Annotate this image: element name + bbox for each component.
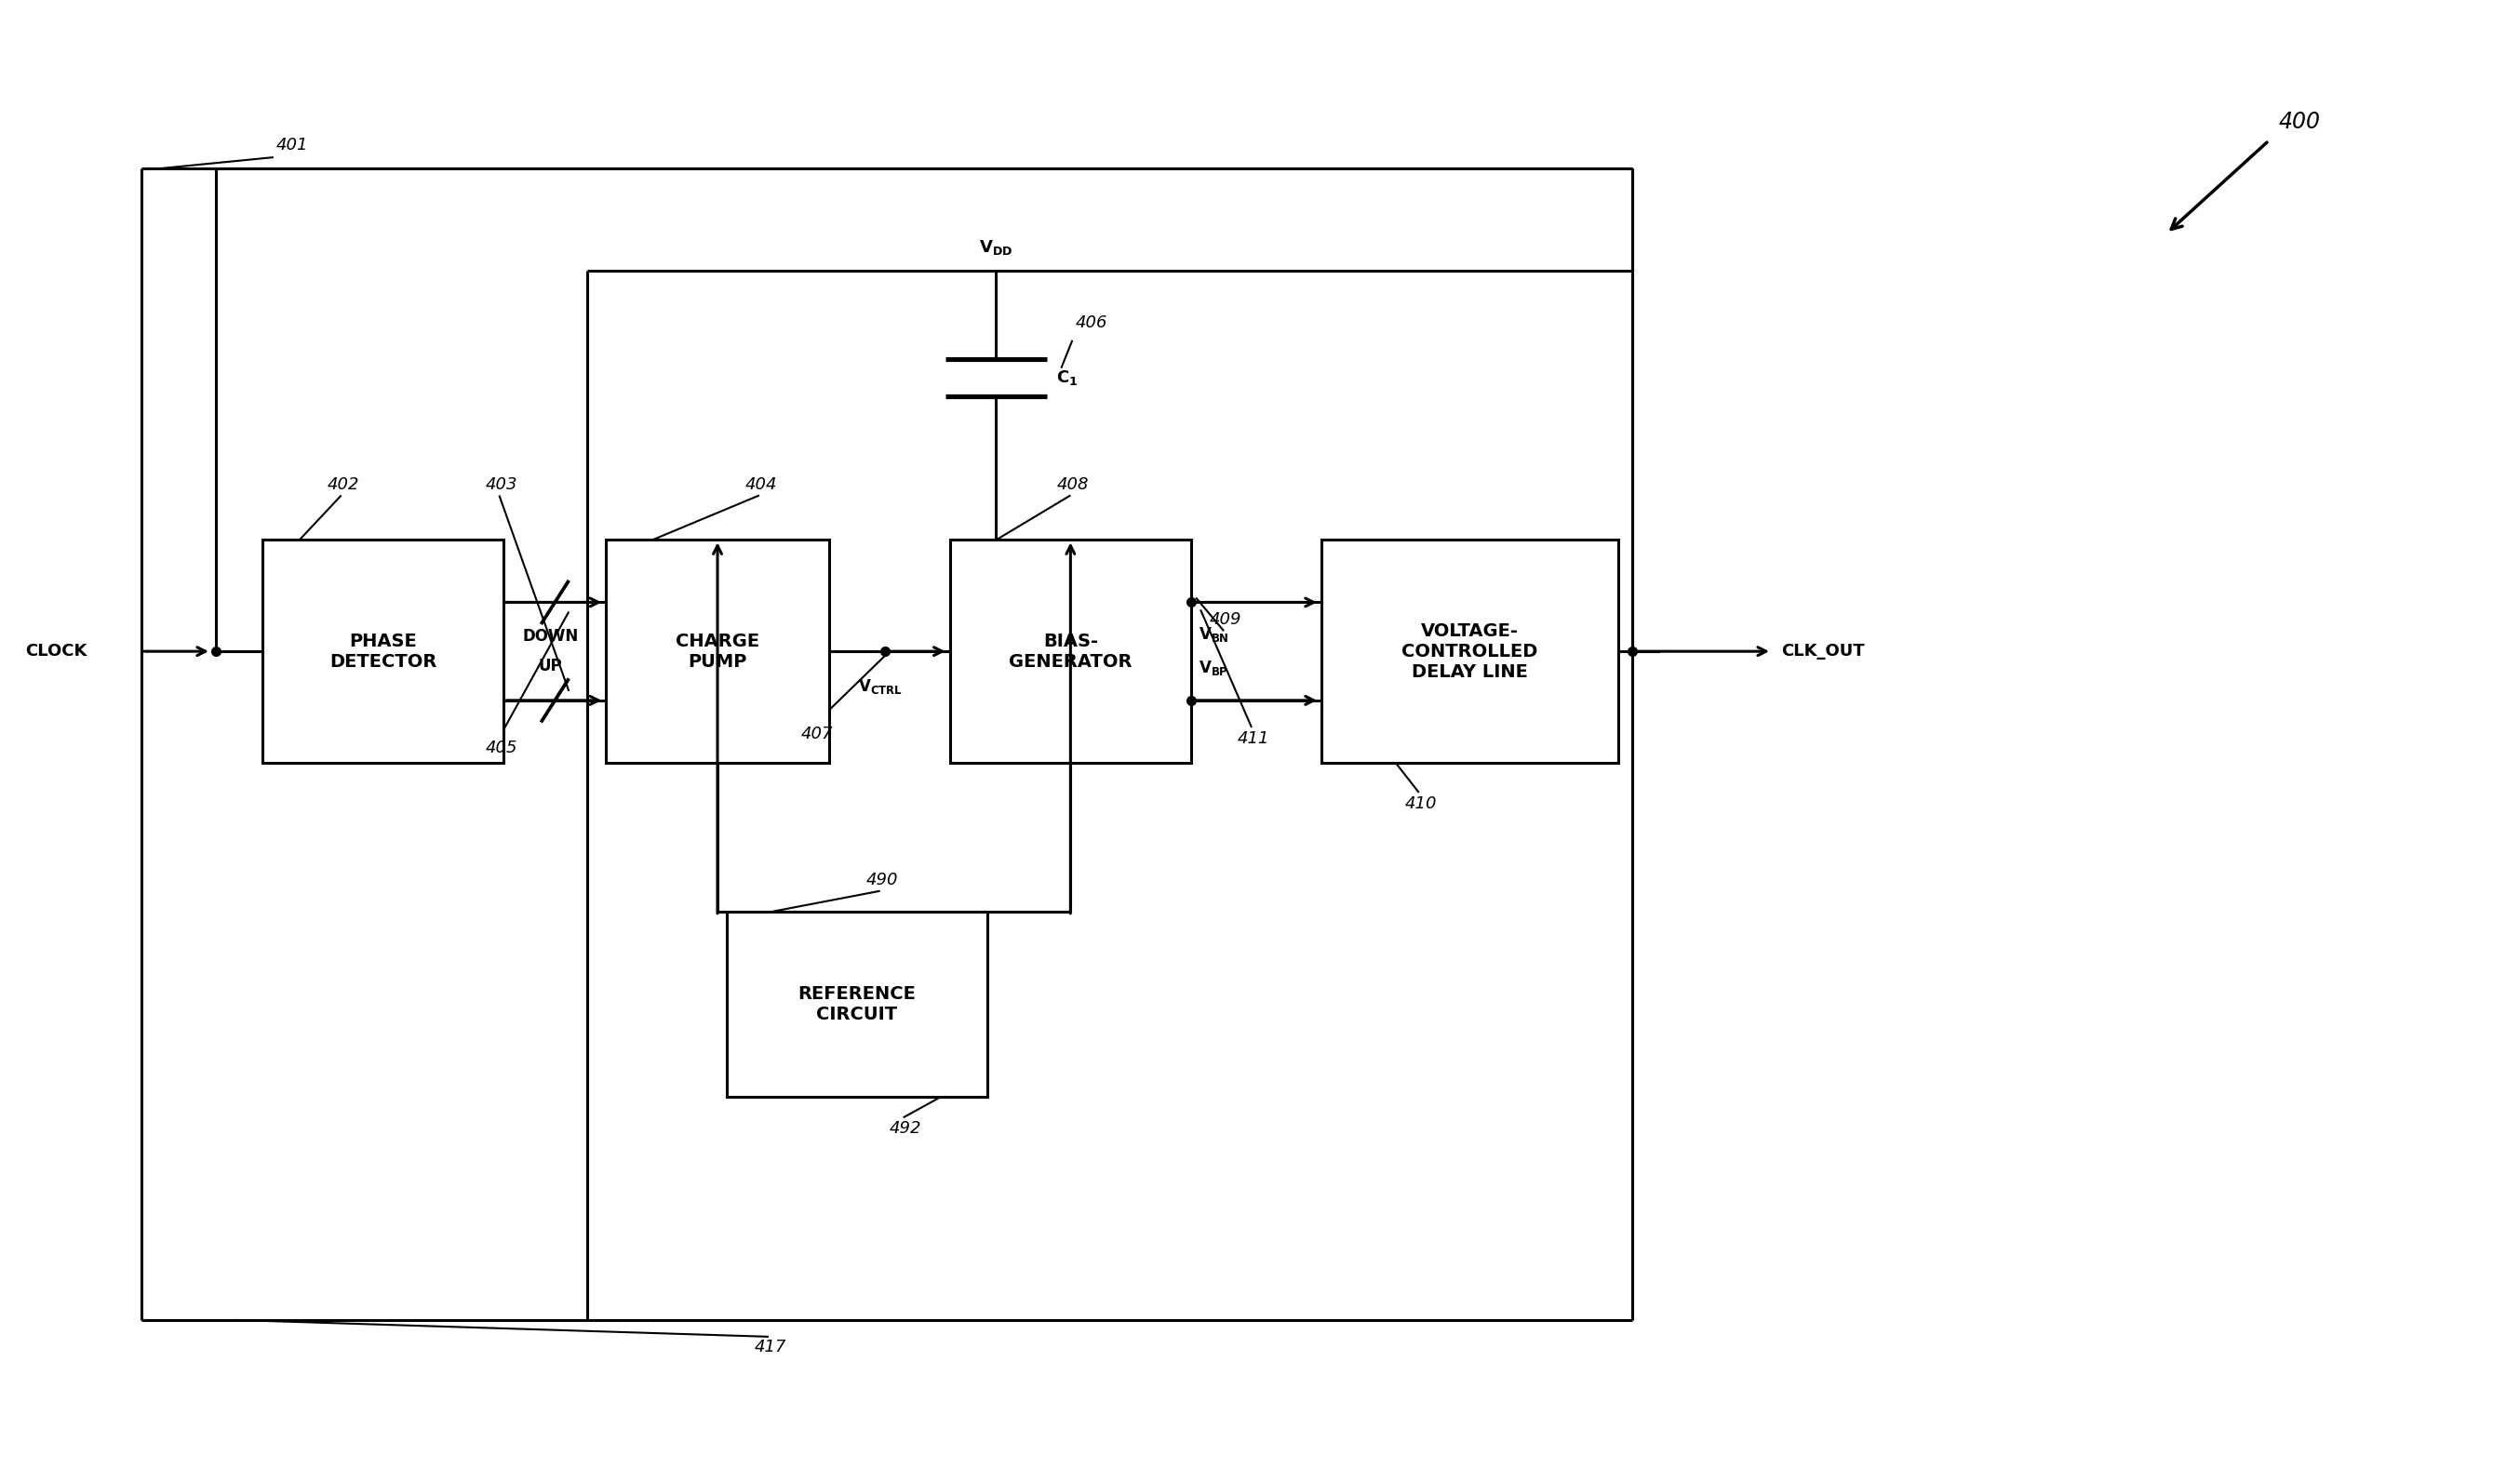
Text: 410: 410 [1406,795,1436,812]
Text: 409: 409 [1210,612,1242,628]
Text: PHASE
DETECTOR: PHASE DETECTOR [330,632,436,671]
Text: 492: 492 [890,1120,922,1137]
Text: CLOCK: CLOCK [25,643,88,659]
Text: 411: 411 [1237,730,1270,746]
Text: 402: 402 [328,477,360,493]
Text: 408: 408 [1056,477,1089,493]
Text: CHARGE
PUMP: CHARGE PUMP [675,632,759,671]
Bar [262,541,504,763]
Bar [605,541,829,763]
Text: CLK_OUT: CLK_OUT [1782,643,1865,659]
Text: $\mathbf{C_1}$: $\mathbf{C_1}$ [1056,369,1079,387]
Text: $\mathbf{V_{BP}}$: $\mathbf{V_{BP}}$ [1200,659,1230,677]
Bar [726,911,988,1097]
Text: 417: 417 [753,1339,786,1355]
Bar [1320,541,1618,763]
Text: UP: UP [539,658,562,674]
Text: 400: 400 [2278,111,2321,133]
Text: 401: 401 [277,136,307,154]
Bar [950,541,1192,763]
Text: DOWN: DOWN [522,628,577,646]
Text: 404: 404 [746,477,779,493]
Text: VOLTAGE-
CONTROLLED
DELAY LINE: VOLTAGE- CONTROLLED DELAY LINE [1401,622,1537,681]
Text: 403: 403 [486,477,517,493]
Text: REFERENCE
CIRCUIT: REFERENCE CIRCUIT [799,985,915,1023]
Text: 405: 405 [486,739,517,757]
Text: $\mathbf{V_{BN}}$: $\mathbf{V_{BN}}$ [1200,625,1230,644]
Text: $\mathbf{V_{CTRL}}$: $\mathbf{V_{CTRL}}$ [857,677,902,696]
Text: $\mathbf{V_{DD}}$: $\mathbf{V_{DD}}$ [980,238,1013,256]
Text: 407: 407 [801,726,834,742]
Text: BIAS-
GENERATOR: BIAS- GENERATOR [1008,632,1131,671]
Text: 406: 406 [1076,314,1106,330]
Text: 490: 490 [867,871,897,889]
